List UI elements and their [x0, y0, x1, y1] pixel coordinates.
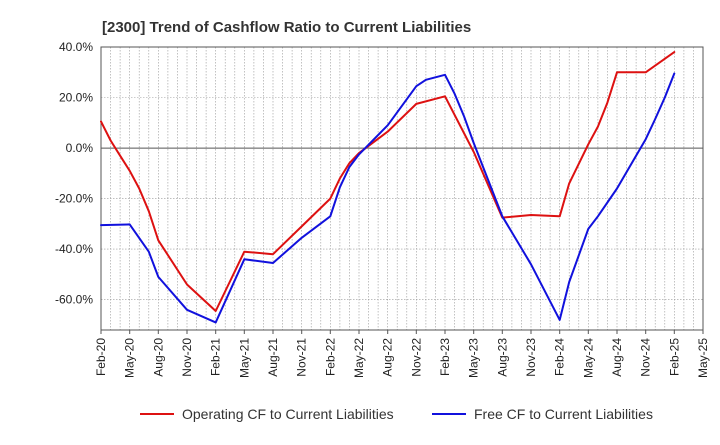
x-tick-label: Aug-23 — [495, 338, 509, 377]
x-tick-label: Feb-22 — [323, 338, 337, 376]
x-tick-label: Feb-23 — [438, 338, 452, 376]
y-tick-label: -40.0% — [55, 242, 93, 256]
legend-label: Operating CF to Current Liabilities — [182, 406, 394, 422]
x-tick-label: Nov-23 — [524, 338, 538, 377]
y-tick-label: -20.0% — [55, 192, 93, 206]
x-tick-label: Nov-21 — [295, 338, 309, 377]
x-tick-label: May-25 — [696, 338, 710, 378]
legend: Operating CF to Current Liabilities Free … — [140, 406, 653, 422]
series-line — [100, 51, 676, 312]
x-tick-label: May-20 — [123, 338, 137, 378]
x-tick-label: Feb-20 — [94, 338, 108, 376]
x-tick-label: Aug-22 — [381, 338, 395, 377]
x-tick-label: May-24 — [581, 338, 595, 378]
x-tick-label: May-23 — [467, 338, 481, 378]
axis-layer: 40.0% 20.0% 0.0% -20.0% -40.0% -60.0% Feb-20 Ma… — [55, 40, 710, 378]
x-tick-label: Nov-22 — [409, 338, 423, 377]
chart-title: [2300] Trend of Cashflow Ratio to Curren… — [102, 19, 471, 36]
x-tick-label: Feb-25 — [667, 338, 681, 376]
x-tick-label: Feb-24 — [553, 338, 567, 376]
y-tick-label: 0.0% — [66, 141, 94, 155]
x-tick-label: Feb-21 — [209, 338, 223, 376]
grid-layer — [101, 46, 703, 330]
y-tick-label: 20.0% — [59, 91, 93, 105]
y-tick-label: 40.0% — [59, 40, 93, 54]
x-tick-label: Aug-24 — [610, 338, 624, 377]
x-tick-label: Nov-24 — [639, 338, 653, 377]
x-tick-label: May-21 — [237, 338, 251, 378]
x-tick-label: Nov-20 — [180, 338, 194, 377]
x-tick-label: Aug-21 — [266, 338, 280, 377]
x-tick-label: Aug-20 — [151, 338, 165, 377]
plot-frame — [100, 46, 704, 331]
series-line — [100, 72, 676, 324]
legend-label: Free CF to Current Liabilities — [474, 406, 653, 422]
y-tick-label: -60.0% — [55, 293, 93, 307]
series-layer — [100, 51, 676, 324]
x-tick-label: May-22 — [352, 338, 366, 378]
